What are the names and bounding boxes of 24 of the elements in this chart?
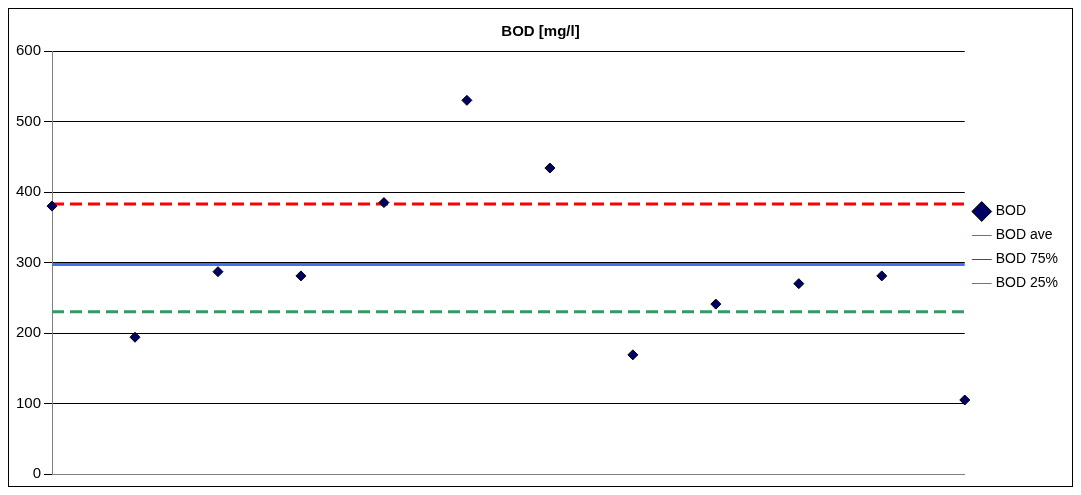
y-tick-label: 500 xyxy=(16,111,42,129)
point xyxy=(46,200,58,212)
chart-title: BOD [mg/l] xyxy=(501,22,580,40)
legend-label: BOD ave xyxy=(995,226,1053,243)
legend-label: BOD xyxy=(995,202,1027,219)
point xyxy=(212,266,224,278)
y-tick-label: 600 xyxy=(16,41,42,59)
point xyxy=(129,331,141,343)
point xyxy=(627,349,639,361)
point xyxy=(544,162,556,174)
legend-label: BOD 75% xyxy=(995,250,1058,267)
point xyxy=(959,394,971,406)
y-tick-label: 300 xyxy=(16,252,42,270)
legend-label: BOD 25% xyxy=(995,274,1058,291)
y-tick-label: 200 xyxy=(16,323,42,341)
point xyxy=(793,278,805,290)
y-tick-label: 100 xyxy=(16,393,42,411)
point xyxy=(876,270,888,282)
point xyxy=(378,197,390,209)
point xyxy=(710,298,722,310)
y-tick-label: 400 xyxy=(16,182,42,200)
point xyxy=(295,270,307,282)
point xyxy=(461,94,473,106)
y-tick-label: 0 xyxy=(32,464,42,482)
